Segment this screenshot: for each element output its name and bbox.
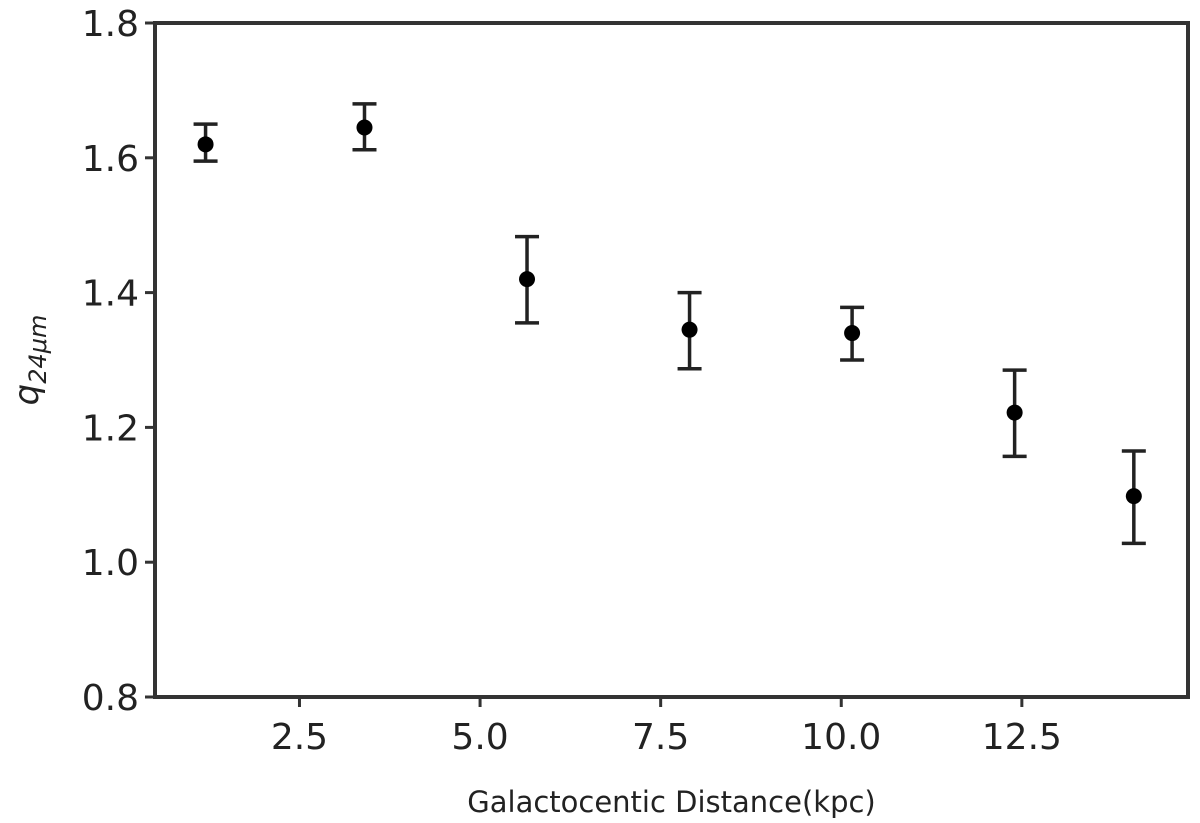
y-axis-label-subscript: 24μm — [24, 315, 52, 384]
x-tick-label: 2.5 — [271, 717, 328, 758]
x-axis-label: Galactocentic Distance(kpc) — [467, 785, 875, 819]
data-point — [1006, 404, 1023, 421]
y-axis-label: q24μm — [7, 315, 52, 406]
data-point — [519, 271, 536, 288]
y-tick-label: 1.2 — [82, 408, 139, 449]
data-point — [681, 321, 698, 338]
data-points — [193, 102, 1146, 546]
x-tick-label: 12.5 — [982, 717, 1062, 758]
x-tick-label: 10.0 — [801, 717, 881, 758]
x-axis-ticks: 2.5 5.0 7.5 10.0 12.5 — [271, 697, 1062, 758]
y-axis-label-base: q — [7, 384, 47, 406]
y-tick-label: 1.0 — [82, 543, 139, 584]
data-point — [1125, 488, 1142, 505]
data-point — [197, 136, 214, 153]
data-point — [356, 119, 373, 136]
y-tick-label: 1.6 — [82, 139, 139, 180]
x-tick-label: 7.5 — [632, 717, 689, 758]
y-axis-ticks: 0.8 1.0 1.2 1.4 1.6 1.8 — [82, 4, 155, 719]
y-tick-label: 1.8 — [82, 4, 139, 45]
y-tick-label: 0.8 — [82, 678, 139, 719]
y-tick-label: 1.4 — [82, 274, 139, 315]
plot-frame — [153, 21, 1190, 699]
x-tick-label: 5.0 — [451, 717, 508, 758]
data-point — [844, 325, 861, 342]
